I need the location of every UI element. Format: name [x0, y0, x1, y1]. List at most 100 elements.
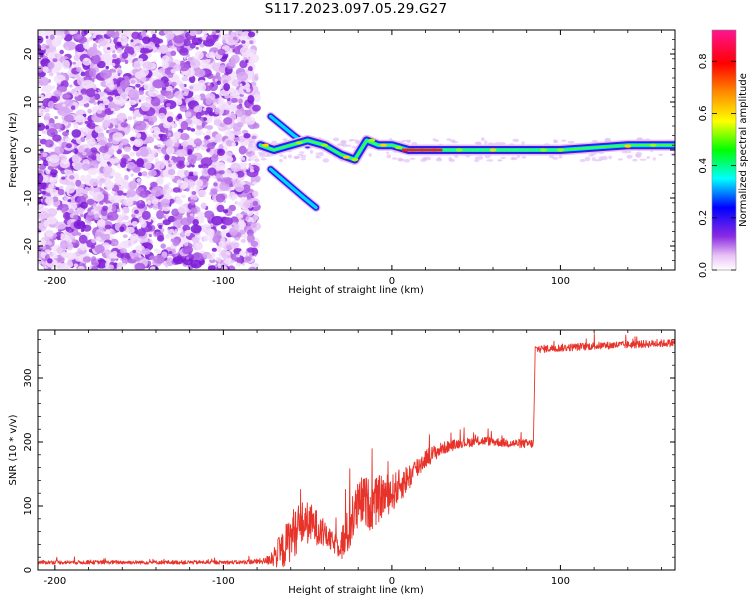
noise-blob: [214, 108, 220, 115]
noise-blob: [163, 122, 171, 129]
noise-blob: [217, 101, 229, 111]
noise-blob: [49, 251, 58, 259]
noise-blob: [165, 91, 175, 99]
noise-blob: [80, 183, 85, 188]
noise-blob: [191, 252, 204, 262]
noise-blob: [214, 78, 219, 82]
noise-blob: [38, 60, 41, 65]
noise-blob: [81, 79, 94, 89]
noise-blob: [82, 151, 87, 156]
noise-blob: [93, 167, 98, 171]
noise-blob: [88, 68, 97, 77]
noise-blob: [189, 30, 197, 37]
noise-blob: [246, 234, 255, 243]
noise-blob: [189, 213, 194, 217]
noise-blob: [109, 195, 121, 204]
noise-blob: [91, 238, 97, 243]
noise-blob: [148, 169, 157, 177]
noise-blob: [150, 181, 158, 187]
noise-blob: [72, 155, 80, 162]
noise-blob: [243, 236, 248, 240]
noise-blob: [116, 190, 124, 196]
noise-blob: [172, 256, 184, 265]
noise-blob: [119, 226, 125, 233]
noise-blob: [133, 251, 139, 257]
noise-blob: [49, 154, 60, 163]
noise-blob: [185, 111, 192, 118]
signal-haze: [521, 156, 527, 159]
noise-blob: [170, 50, 177, 56]
signal-peak: [262, 143, 269, 147]
signal-peak: [342, 155, 350, 159]
noise-blob: [53, 30, 65, 36]
noise-blob: [55, 262, 64, 269]
noise-blob: [217, 148, 225, 156]
noise-blob: [45, 187, 54, 193]
noise-blob: [131, 31, 140, 40]
signal-haze: [322, 158, 330, 163]
noise-blob: [232, 36, 238, 41]
signal-peak: [295, 141, 303, 145]
noise-blob: [144, 161, 152, 170]
noise-blob: [166, 146, 175, 156]
noise-blob: [205, 52, 214, 59]
noise-blob: [98, 139, 106, 146]
signal-haze: [346, 144, 352, 147]
noise-blob: [42, 130, 46, 134]
noise-blob: [179, 181, 189, 190]
noise-blob: [211, 214, 215, 218]
snr-x-tick-label: -200: [44, 576, 67, 587]
noise-blob: [175, 77, 181, 83]
noise-blob: [94, 244, 105, 254]
noise-blob: [139, 94, 147, 101]
noise-blob: [45, 45, 50, 49]
noise-blob: [60, 251, 70, 258]
noise-blob: [45, 229, 54, 237]
noise-blob: [195, 50, 204, 60]
noise-blob: [249, 165, 254, 170]
noise-blob: [73, 124, 79, 129]
noise-blob: [164, 81, 170, 88]
noise-blob: [194, 68, 206, 78]
signal-haze: [402, 139, 406, 142]
noise-blob: [167, 196, 170, 200]
noise-blob: [149, 127, 154, 133]
noise-blob: [190, 207, 198, 214]
noise-blob: [153, 254, 165, 264]
noise-blob: [150, 187, 163, 197]
noise-blob: [77, 265, 85, 270]
noise-blob: [65, 129, 70, 133]
colorbar: 0.0 0.2 0.4 0.6 0.8 Normalized spectral ampl…: [698, 29, 749, 278]
noise-blob: [243, 200, 251, 209]
noise-blob: [197, 189, 207, 197]
signal-haze: [474, 156, 479, 160]
spectrogram-x-ticks: -200 -100 0 100: [44, 30, 662, 287]
noise-blob: [121, 257, 128, 265]
noise-blob: [237, 248, 242, 252]
noise-blob: [110, 190, 116, 195]
noise-blob: [252, 104, 261, 112]
signal-haze: [258, 151, 262, 155]
noise-blob: [106, 161, 111, 165]
noise-blob: [167, 215, 176, 223]
noise-blob: [112, 54, 117, 59]
signal-peak: [455, 148, 463, 152]
noise-blob: [184, 161, 190, 166]
signal-haze: [558, 155, 563, 159]
signal-haze: [497, 159, 503, 162]
noise-blob: [87, 46, 99, 57]
noise-blob: [172, 238, 180, 247]
noise-blob: [65, 184, 76, 194]
noise-blob: [116, 47, 123, 54]
signal-haze: [340, 141, 346, 146]
spectrogram-data: [38, 30, 675, 270]
signal-peak: [380, 143, 387, 147]
noise-blob: [192, 219, 199, 226]
snr-line: [38, 333, 675, 568]
noise-blob: [104, 181, 115, 190]
noise-blob: [167, 160, 171, 164]
noise-blob: [206, 125, 213, 130]
signal-haze: [579, 159, 586, 162]
noise-blob: [122, 192, 127, 196]
noise-blob: [59, 49, 64, 55]
